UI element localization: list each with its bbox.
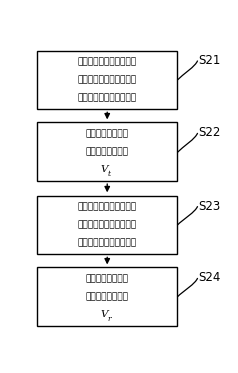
Text: 的电压值，存储为: 的电压值，存储为 [86,292,129,301]
Text: 纯载波到耦合器的输入端: 纯载波到耦合器的输入端 [78,93,137,102]
Bar [37,122,177,181]
Bar [37,50,177,109]
Text: 的电压值，存储为: 的电压值，存储为 [86,147,129,156]
Text: S23: S23 [198,200,221,213]
Text: 阵连接，功率放大器输出: 阵连接，功率放大器输出 [78,75,137,84]
Text: S22: S22 [198,126,221,140]
Text: 耦合器的直通端与实际负: 耦合器的直通端与实际负 [78,203,137,212]
Text: V: V [101,165,108,174]
Text: S24: S24 [198,272,221,285]
Text: 耦合器的直通端与标准电: 耦合器的直通端与标准电 [78,58,137,67]
Text: 测量耦合器隔离端: 测量耦合器隔离端 [86,129,129,139]
Text: 载连接，功率放大器输出: 载连接，功率放大器输出 [78,220,137,229]
Text: t: t [108,170,111,178]
Text: S21: S21 [198,54,221,67]
Text: r: r [107,315,111,323]
Bar [37,195,177,254]
Text: V: V [101,310,108,319]
Text: 测量耦合器隔离端: 测量耦合器隔离端 [86,275,129,283]
Text: 纯载波到耦合器的输入端: 纯载波到耦合器的输入端 [78,238,137,247]
Bar [37,267,177,326]
